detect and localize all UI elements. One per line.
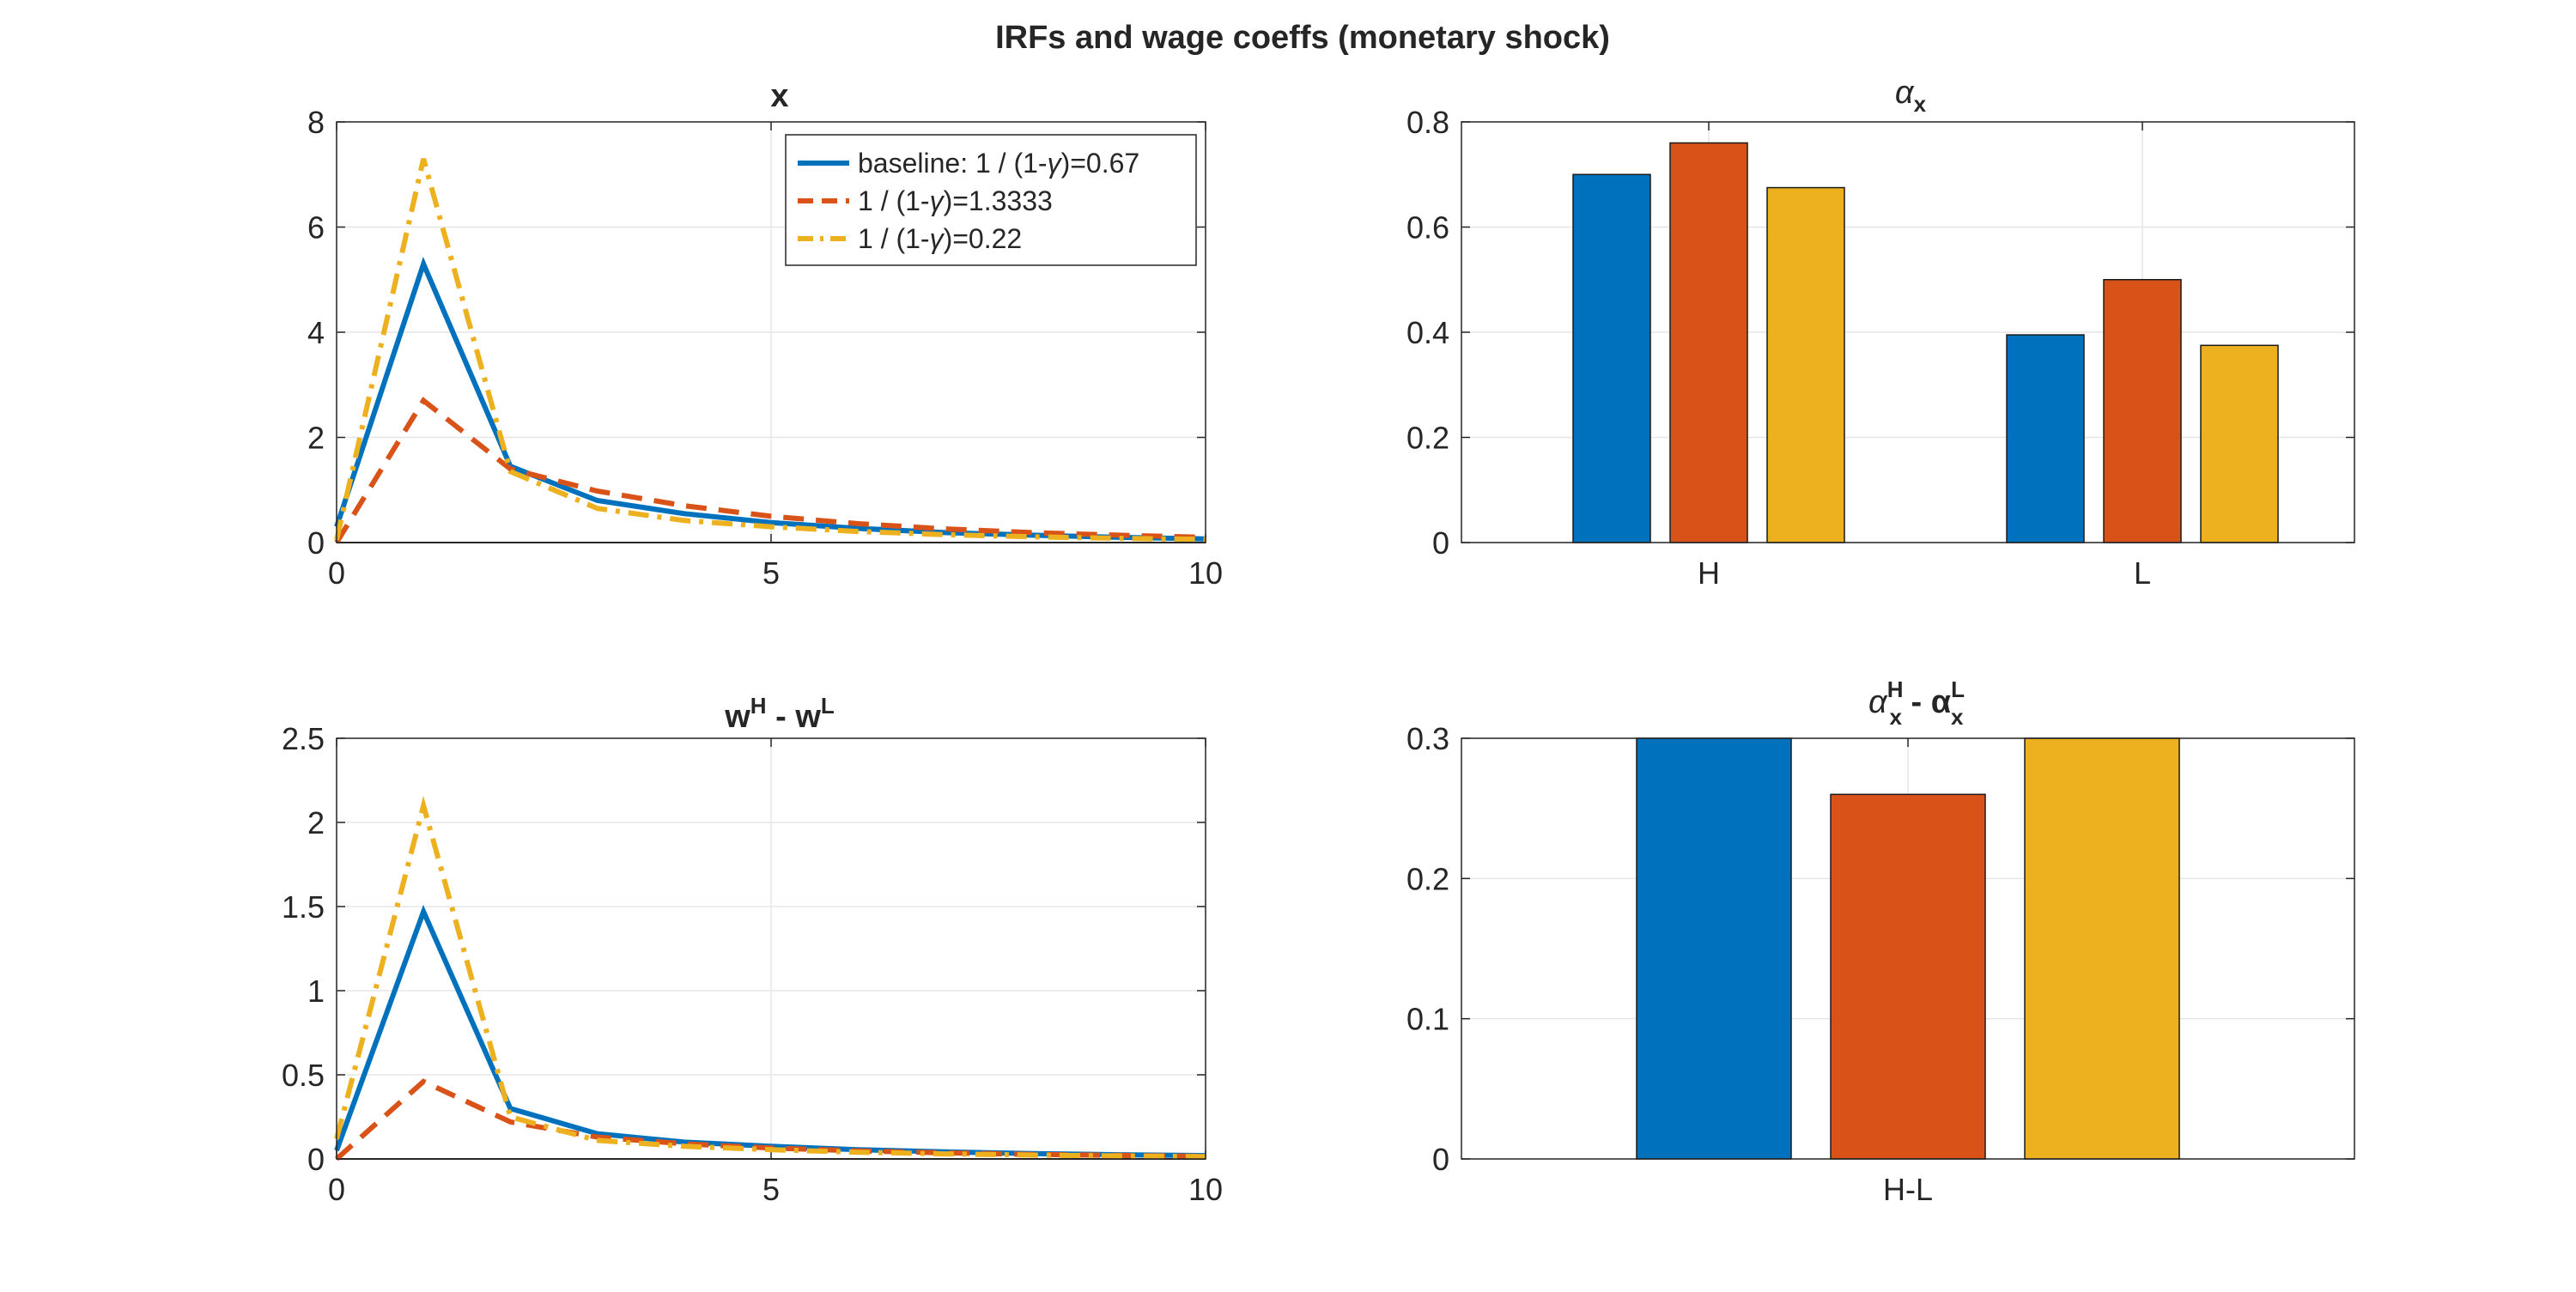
series-line-3 [334, 795, 1206, 1160]
y-tick-label: 0.2 [1406, 861, 1449, 896]
bar-H-L-2 [1830, 793, 1986, 1160]
bar-H-L-3 [2024, 737, 2180, 1160]
figure-title: IRFs and wage coeffs (monetary shock) [995, 20, 1610, 56]
x-tick-label: 0 [328, 555, 345, 591]
axes-frame [1461, 737, 2355, 1160]
legend-label: 1 / (1-γ)=1.3333 [858, 185, 1053, 216]
y-tick-label: 0 [1432, 1142, 1449, 1177]
legend-box [785, 134, 1197, 266]
chart-alpha-gap: αH x - αL x 0 0.1 0.2 0.3 H-L [1406, 676, 2355, 1207]
x-tick-label: 10 [1188, 555, 1223, 591]
bar-H-L-1 [1636, 737, 1792, 1160]
y-tick-label: 8 [307, 105, 325, 140]
chart-x: x 0 2 4 6 8 0 5 10 baseline: 1 / (1-γ)=0.67 1 / (… [307, 78, 1223, 591]
y-tick-label: 0.6 [1406, 210, 1449, 246]
x-tick-label: 5 [762, 555, 780, 591]
chart-alpha-x-title: αx [1895, 75, 1927, 117]
bar-H-2 [1669, 142, 1748, 543]
x-tick-label: 5 [762, 1172, 780, 1207]
y-tick-label: 0.5 [282, 1058, 325, 1093]
bar-L-2 [2103, 279, 2182, 543]
y-tick-label: 0.2 [1406, 421, 1449, 456]
y-tick-label: 1.5 [282, 889, 325, 925]
y-tick-label: 4 [307, 315, 325, 350]
y-tick-label: 0.3 [1406, 721, 1449, 756]
x-tick-label: H-L [1883, 1172, 1933, 1207]
chart-wage-gap: wH - wL 0 0.5 1 1.5 2 2.5 0 5 10 [282, 693, 1223, 1207]
chart-wage-gap-title: wH - wL [724, 693, 835, 735]
legend-label: baseline: 1 / (1-γ)=0.67 [858, 148, 1139, 179]
axes-frame [1461, 121, 2355, 543]
y-tick-label: 0.4 [1406, 315, 1449, 350]
y-tick-label: 0 [1432, 525, 1449, 561]
chart-alpha-gap-title: αH x - αL x [1868, 676, 1965, 730]
chart-alpha-x: αx 0 0.2 0.4 0.6 0.8 H L [1406, 75, 2355, 591]
y-tick-label: 6 [307, 210, 325, 246]
bar-L-3 [2200, 344, 2279, 543]
y-tick-label: 0 [307, 525, 325, 561]
bar-H-3 [1766, 186, 1845, 543]
legend-label: 1 / (1-γ)=0.22 [858, 223, 1022, 254]
bar-L-1 [2006, 334, 2085, 543]
x-tick-label: 0 [328, 1172, 345, 1207]
axes-frame [336, 121, 1206, 543]
y-tick-label: 2 [307, 805, 325, 840]
y-tick-label: 0 [307, 1142, 325, 1177]
y-tick-label: 2 [307, 421, 325, 456]
y-tick-label: 0.1 [1406, 1002, 1449, 1037]
x-tick-label: H [1698, 555, 1720, 591]
bar-H-1 [1572, 173, 1651, 543]
x-tick-label: L [2134, 555, 2151, 591]
axes-frame [336, 737, 1206, 1160]
y-tick-label: 1 [307, 974, 325, 1009]
y-tick-label: 2.5 [282, 721, 325, 756]
y-tick-label: 0.8 [1406, 105, 1449, 140]
series-line-2 [334, 397, 1206, 544]
series-line-3 [334, 158, 1206, 543]
chart-x-title: x [770, 78, 788, 114]
x-tick-label: 10 [1188, 1172, 1223, 1207]
